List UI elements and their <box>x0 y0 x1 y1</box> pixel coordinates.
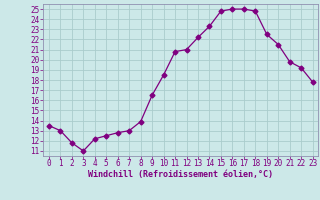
X-axis label: Windchill (Refroidissement éolien,°C): Windchill (Refroidissement éolien,°C) <box>88 170 273 179</box>
